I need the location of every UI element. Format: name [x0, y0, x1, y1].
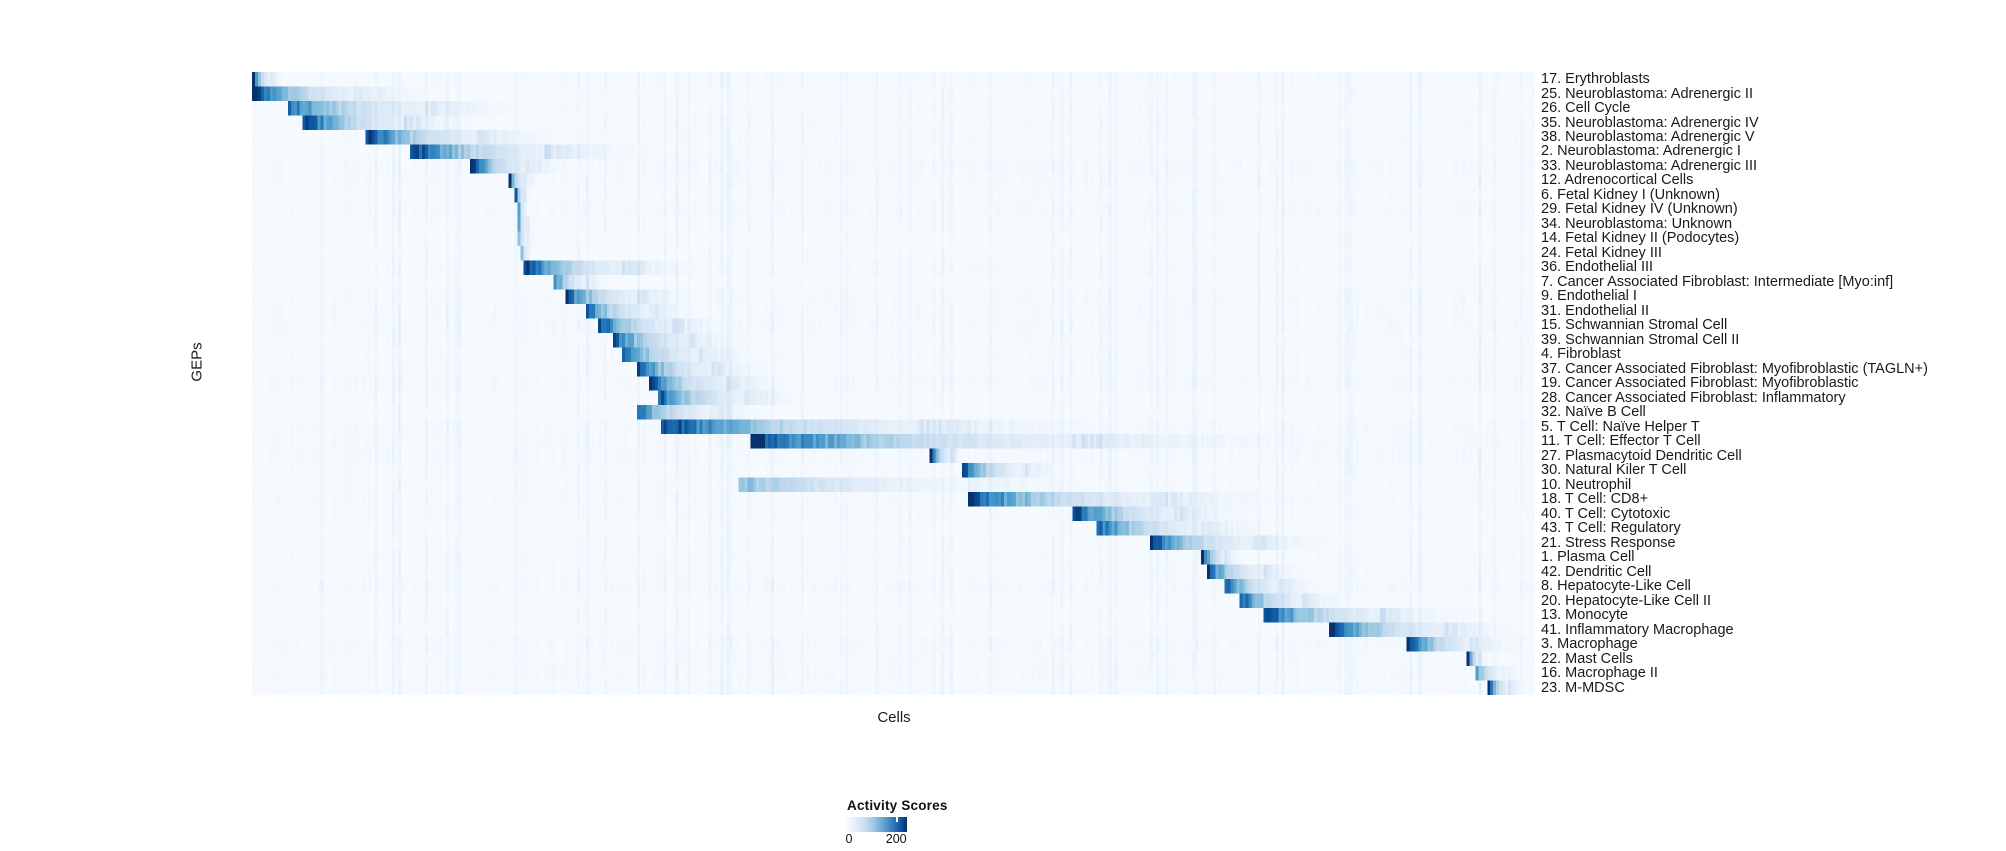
gep-row-label: 24. Fetal Kidney III	[1541, 244, 1662, 261]
gep-row-label: 18. T Cell: CD8+	[1541, 491, 1649, 508]
gep-row-label: 35. Neuroblastoma: Adrenergic IV	[1541, 114, 1759, 131]
gep-row-label: 11. T Cell: Effector T Cell	[1541, 433, 1701, 450]
gep-row-label: 21. Stress Response	[1541, 534, 1676, 551]
gep-row-label: 31. Endothelial II	[1541, 302, 1650, 319]
colorbar-legend: Activity Scores 0 200	[845, 798, 1087, 846]
gep-row-label: 30. Natural Kiler T Cell	[1541, 462, 1687, 479]
gep-row-label: 42. Dendritic Cell	[1541, 563, 1652, 580]
gep-row-label: 14. Fetal Kidney II (Podocytes)	[1541, 230, 1740, 247]
gep-row-label: 2. Neuroblastoma: Adrenergic I	[1541, 143, 1741, 160]
gep-row-label: 23. M-MDSC	[1541, 679, 1625, 696]
gep-row-label: 43. T Cell: Regulatory	[1541, 520, 1681, 537]
gep-row-label: 6. Fetal Kidney I (Unknown)	[1541, 186, 1720, 203]
gep-row-label: 25. Neuroblastoma: Adrenergic II	[1541, 85, 1753, 102]
gep-row-label: 10. Neutrophil	[1541, 476, 1632, 493]
gep-row-label: 28. Cancer Associated Fibroblast: Inflam…	[1541, 389, 1846, 406]
gep-row-label: 29. Fetal Kidney IV (Unknown)	[1541, 201, 1738, 218]
colorbar-tick-mark	[896, 817, 898, 822]
colorbar-title: Activity Scores	[847, 798, 948, 813]
gep-row-label: 37. Cancer Associated Fibroblast: Myofib…	[1541, 360, 1928, 377]
gep-row-label: 7. Cancer Associated Fibroblast: Interme…	[1541, 273, 1894, 290]
gep-row-label: 8. Hepatocyte-Like Cell	[1541, 578, 1691, 595]
gep-row-label: 19. Cancer Associated Fibroblast: Myofib…	[1541, 375, 1859, 392]
gep-row-label: 32. Naïve B Cell	[1541, 404, 1646, 421]
gep-row-label: 22. Mast Cells	[1541, 650, 1633, 667]
colorbar-tick-label: 0	[845, 832, 853, 846]
gep-row-label: 1. Plasma Cell	[1541, 549, 1635, 566]
x-axis-label: Cells	[877, 709, 911, 726]
colorbar-tick-label: 200	[885, 832, 907, 846]
gep-row-label: 16. Macrophage II	[1541, 665, 1658, 682]
y-axis-label: GEPs	[188, 342, 206, 382]
gep-row-label: 9. Endothelial I	[1541, 288, 1637, 305]
gep-row-label: 33. Neuroblastoma: Adrenergic III	[1541, 157, 1758, 174]
gep-row-label: 41. Inflammatory Macrophage	[1541, 621, 1734, 638]
gep-row-label: 4. Fibroblast	[1541, 346, 1621, 363]
heatmap-canvas	[252, 72, 1535, 695]
gep-row-label: 13. Monocyte	[1541, 607, 1629, 624]
gep-row-label: 20. Hepatocyte-Like Cell II	[1541, 592, 1712, 609]
gep-row-label: 36. Endothelial III	[1541, 259, 1654, 276]
gep-row-label: 39. Schwannian Stromal Cell II	[1541, 331, 1740, 348]
gep-row-label: 15. Schwannian Stromal Cell	[1541, 317, 1728, 334]
gep-row-label: 3. Macrophage	[1541, 636, 1638, 653]
gep-row-label: 40. T Cell: Cytotoxic	[1541, 505, 1671, 522]
gep-row-label: 5. T Cell: Naïve Helper T	[1541, 418, 1700, 435]
gep-row-label: 38. Neuroblastoma: Adrenergic V	[1541, 128, 1755, 145]
gep-row-label: 26. Cell Cycle	[1541, 100, 1631, 117]
gep-row-label: 27. Plasmacytoid Dendritic Cell	[1541, 447, 1742, 464]
colorbar-gradient	[847, 817, 907, 832]
gep-row-label: 17. Erythroblasts	[1541, 71, 1650, 88]
colorbar-tick-labels: 0 200	[845, 832, 907, 846]
heatmap-plot-area	[252, 72, 1535, 695]
gep-row-label: 34. Neuroblastoma: Unknown	[1541, 215, 1733, 232]
gep-row-label-list: 17. Erythroblasts 25. Neuroblastoma: Adre…	[1541, 72, 2001, 695]
gep-row-label: 12. Adrenocortical Cells	[1541, 172, 1694, 189]
